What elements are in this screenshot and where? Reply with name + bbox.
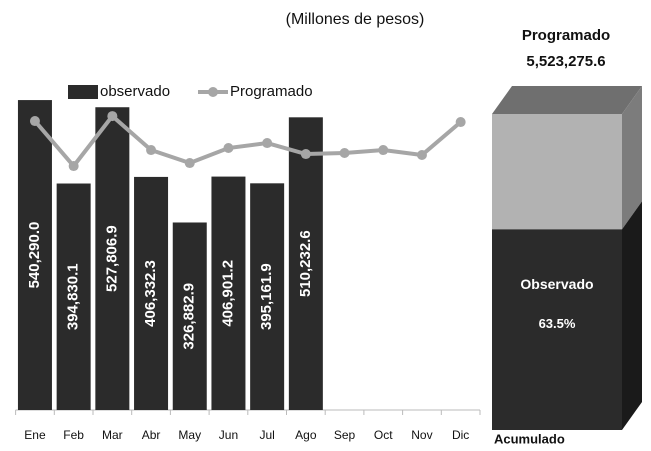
subtitle: (Millones de pesos)	[286, 11, 425, 28]
legend-swatch	[68, 85, 98, 99]
x-tick-label: Mar	[102, 428, 123, 442]
x-tick-label: May	[178, 428, 201, 442]
bar-label: 394,830.1	[65, 263, 82, 330]
x-tick-label: Jul	[259, 428, 274, 442]
legend-label: observado	[100, 83, 170, 100]
column-rest-side	[622, 86, 642, 230]
bar	[211, 176, 246, 410]
bar-label: 326,882.9	[181, 283, 198, 350]
bar	[95, 107, 130, 410]
column-top	[492, 86, 642, 114]
x-tick-label: Feb	[63, 428, 84, 442]
x-tick-label: Sep	[334, 428, 356, 442]
bar	[250, 183, 285, 410]
bar	[172, 222, 207, 410]
legend-label: Programado	[230, 83, 313, 100]
stack-title: Programado	[522, 27, 610, 44]
x-tick-label: Ene	[24, 428, 46, 442]
line-marker	[146, 145, 157, 156]
bar-label: 510,232.6	[297, 230, 314, 297]
stack-total: 5,523,275.6	[526, 53, 605, 70]
bar-label: 395,161.9	[258, 263, 275, 330]
line-marker	[416, 150, 427, 161]
legend-marker	[208, 87, 218, 97]
bar-label: 406,332.3	[142, 260, 159, 327]
bar	[17, 100, 52, 410]
column-segment	[492, 229, 622, 430]
bar	[56, 183, 91, 410]
bar	[288, 117, 323, 411]
line-marker	[339, 148, 350, 159]
x-tick-label: Nov	[411, 428, 432, 442]
x-tick-label: Dic	[452, 428, 469, 442]
segment-label: Observado	[520, 276, 593, 292]
line-marker	[107, 111, 118, 122]
line-marker	[455, 117, 466, 128]
line-marker	[378, 145, 389, 156]
line-marker	[300, 149, 311, 160]
stack-xlabel: Acumulado	[494, 431, 565, 446]
x-tick-label: Oct	[374, 428, 393, 442]
line-marker	[223, 143, 234, 154]
bar-label: 540,290.0	[26, 222, 43, 289]
column-rest	[492, 114, 622, 230]
x-tick-label: Jun	[219, 428, 238, 442]
line	[33, 113, 462, 170]
line-marker	[29, 116, 40, 127]
column-segment-side	[622, 201, 642, 430]
line-marker	[184, 158, 195, 169]
line-marker	[68, 161, 79, 172]
segment-share: 63.5%	[539, 316, 576, 331]
bar-label: 406,901.2	[219, 260, 236, 327]
x-tick-label: Ago	[295, 428, 317, 442]
line-marker	[262, 138, 273, 149]
bar-label: 527,806.9	[103, 225, 120, 292]
x-tick-label: Abr	[142, 428, 161, 442]
bar	[134, 176, 169, 410]
